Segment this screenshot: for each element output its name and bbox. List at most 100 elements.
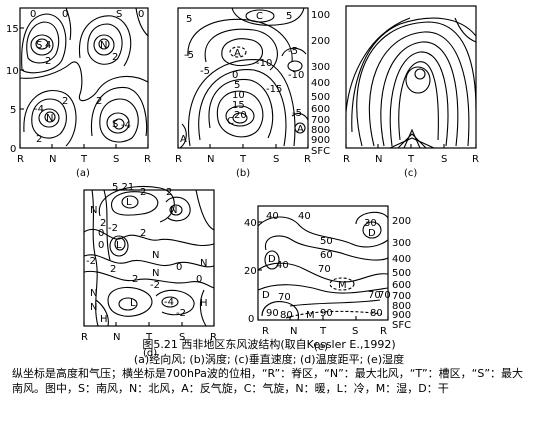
panel-b-xtick: S: [273, 154, 279, 165]
panel-a-annotation: N: [46, 113, 53, 124]
panel-b-pressure: 300: [311, 62, 330, 73]
panel-d-annotation: -2: [86, 256, 96, 267]
panel-e-xtick: T: [319, 326, 327, 337]
panel-b-annotation: 0: [232, 70, 238, 81]
panel-b-annotation: 5: [186, 14, 192, 25]
panel-a-annotation: S: [112, 119, 118, 130]
panel-b-xtick: N: [207, 154, 214, 165]
panel-b-annotation: -10: [288, 70, 304, 81]
panel-a-annotation: 0: [30, 9, 36, 20]
panel-e-annotation: 90: [266, 308, 279, 319]
panel-a-annotation: 2: [96, 96, 102, 107]
panel-b: [177, 7, 309, 149]
panel-e-annotation: 40: [266, 211, 279, 222]
panel-e-xtick: R: [380, 326, 387, 337]
panel-b-annotation: -5: [200, 66, 210, 77]
panel-e-ytick: 20: [244, 266, 257, 277]
panel-b-annotation: 20: [234, 110, 247, 121]
panel-b-annotation: A: [180, 134, 187, 145]
panel-a-annotation: 0: [138, 9, 144, 20]
panel-e-annotation: 40: [298, 211, 311, 222]
panel-e-xtick: R: [262, 326, 269, 337]
panel-e-annotation: 90: [320, 308, 333, 319]
panel-b-annotation: -5: [292, 108, 302, 119]
panel-c-xtick: R: [343, 154, 350, 165]
panel-e-ytick: 0: [248, 314, 254, 325]
panel-b-annotation: -5: [184, 50, 194, 61]
panel-a-annotation: 2: [112, 52, 118, 63]
panel-b-annotation: -5: [288, 46, 298, 57]
panel-d-annotation: H: [200, 298, 208, 309]
panel-e-pressure: 500: [392, 268, 411, 279]
panel-d-annotation: -2: [108, 223, 118, 234]
panel-b-annotation: C: [256, 11, 263, 22]
panel-e-label: (e): [314, 342, 328, 353]
panel-d-annotation: N: [200, 258, 207, 269]
panel-e-pressure: 900: [392, 310, 411, 321]
panel-e-pressure: 800: [392, 301, 411, 312]
panel-d-annotation: N: [90, 288, 97, 299]
panel-c-text: R N T S R (c): [343, 154, 479, 179]
panel-e-xtick: N: [290, 326, 297, 337]
panel-b-pressure: 100: [311, 10, 330, 21]
panel-a: [19, 7, 149, 149]
panel-a-xtick: R: [144, 154, 151, 165]
panel-e-pressure: 200: [392, 216, 411, 227]
panel-b-xtick: R: [304, 154, 311, 165]
panel-a-annotation: S: [116, 9, 122, 20]
figure-caption-title: 图5.21 西非地区东风波结构(取自Kessler E.,1992): [142, 338, 396, 351]
panel-c-label: (c): [404, 168, 417, 179]
panel-d-annotation: 2: [110, 264, 116, 275]
panel-e-xtick: S: [352, 326, 358, 337]
panel-a-annotation: -4: [34, 104, 44, 115]
panel-e-annotation: D: [268, 254, 276, 265]
panel-d: [83, 185, 215, 327]
panel-e-annotation: 80: [280, 310, 293, 321]
panel-a-xtick: N: [49, 154, 56, 165]
panel-d-annotation: -4: [164, 297, 174, 308]
panel-b-pressure: 900: [311, 135, 330, 146]
panel-b-pressure: 600: [311, 104, 330, 115]
panel-d-annotation: 2: [140, 228, 146, 239]
panel-b-pressure: 800: [311, 125, 330, 136]
panel-d-xtick: N: [113, 332, 120, 343]
panel-b-annotation: 15: [232, 100, 245, 111]
panel-b-annotation: 5: [286, 11, 292, 22]
panel-a-label: (a): [76, 168, 90, 179]
panel-e-annotation: 60: [320, 250, 333, 261]
panel-e-annotation: 80: [370, 308, 383, 319]
panel-d-annotation: 0: [98, 228, 104, 239]
panel-e-annotation: 70: [278, 292, 291, 303]
panel-e-annotation: M: [338, 280, 347, 291]
panel-d-xtick: S: [179, 332, 185, 343]
panel-e-annotation: 50: [320, 236, 333, 247]
panel-b-pressure: 200: [311, 36, 330, 47]
panel-d-xtick: R: [81, 332, 88, 343]
panel-e-pressure: 700: [392, 291, 411, 302]
panel-b-pressure: 500: [311, 92, 330, 103]
panel-b-pressure: 700: [311, 115, 330, 126]
panel-a-annotation: 2: [36, 134, 42, 145]
panel-d-annotation: 0: [98, 240, 104, 251]
panel-a-xtick: R: [17, 154, 24, 165]
panel-d-annotation: -2: [150, 280, 160, 291]
panel-c: [345, 5, 477, 149]
panel-e-annotation: 70: [378, 290, 391, 301]
panel-d-annotation: N: [90, 205, 97, 216]
panel-e-text: 40 20 0 200 300 400 500 600 700 800 900 …: [244, 211, 411, 353]
panel-a-annotation: 0: [62, 9, 68, 20]
panel-d-annotation: 2: [166, 187, 172, 198]
panel-c-xtick: T: [407, 154, 415, 165]
panel-b-pressure: 400: [311, 78, 330, 89]
panel-e-pressure: 400: [392, 254, 411, 265]
panel-d-annotation: -2: [176, 308, 186, 319]
panel-a-text: 15 10 5 0 R N T S R (a) 0 0 S 0 S 4 N 2 …: [6, 9, 151, 179]
panel-d-xtick: R: [210, 332, 217, 343]
panel-c-xtick: R: [472, 154, 479, 165]
panel-d-annotation: N: [152, 268, 159, 279]
panel-b-annotation: -15: [266, 84, 282, 95]
panel-d-annotation: L: [126, 197, 132, 208]
panel-d-annotation: N: [152, 250, 159, 261]
panel-e-annotation: 40: [276, 260, 289, 271]
